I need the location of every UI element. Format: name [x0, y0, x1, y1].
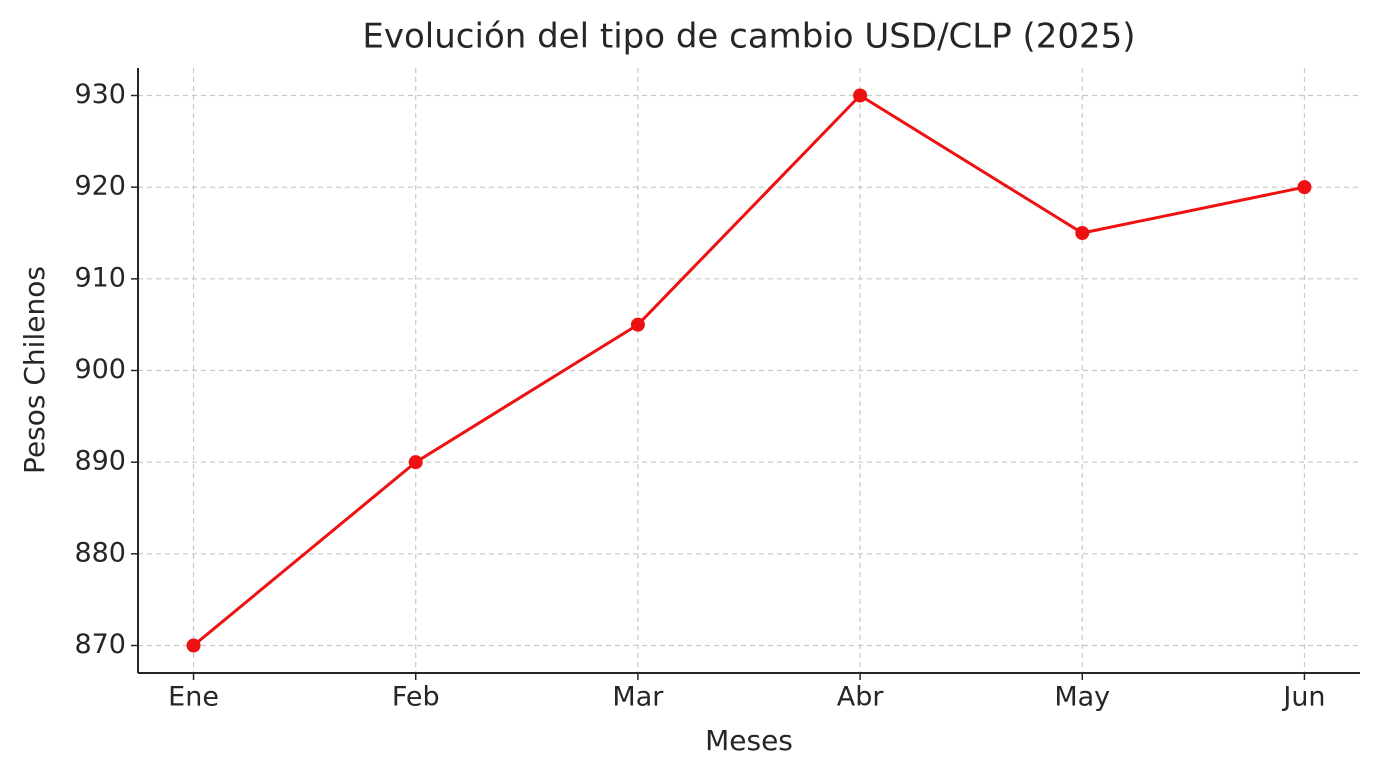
x-axis-label: Meses	[705, 724, 793, 757]
point	[853, 88, 868, 103]
y-tick-label: 910	[74, 262, 126, 293]
point	[408, 455, 423, 470]
y-tick-label: 920	[74, 171, 126, 202]
x-tick-label: Abr	[837, 682, 885, 713]
point	[630, 317, 645, 332]
point	[1075, 226, 1090, 240]
point	[1297, 180, 1312, 195]
x-tick-label: Ene	[168, 682, 219, 713]
chart-title: Evolución del tipo de cambio USD/CLP (20…	[362, 17, 1135, 57]
x-tick-label: Mar	[612, 682, 664, 713]
y-tick-label: 890	[74, 446, 126, 477]
x-tick-label: Jun	[1281, 682, 1325, 713]
y-tick-label: 900	[74, 354, 126, 385]
y-tick-label: 870	[74, 629, 126, 660]
x-tick-label: Feb	[392, 682, 440, 713]
y-tick-label: 930	[74, 79, 126, 110]
line	[192, 93, 1305, 647]
x-tick-label: May	[1054, 682, 1110, 713]
y-tick-label: 880	[74, 537, 126, 568]
y-axis-label: Pesos Chilenos	[18, 266, 51, 474]
point	[186, 638, 201, 653]
